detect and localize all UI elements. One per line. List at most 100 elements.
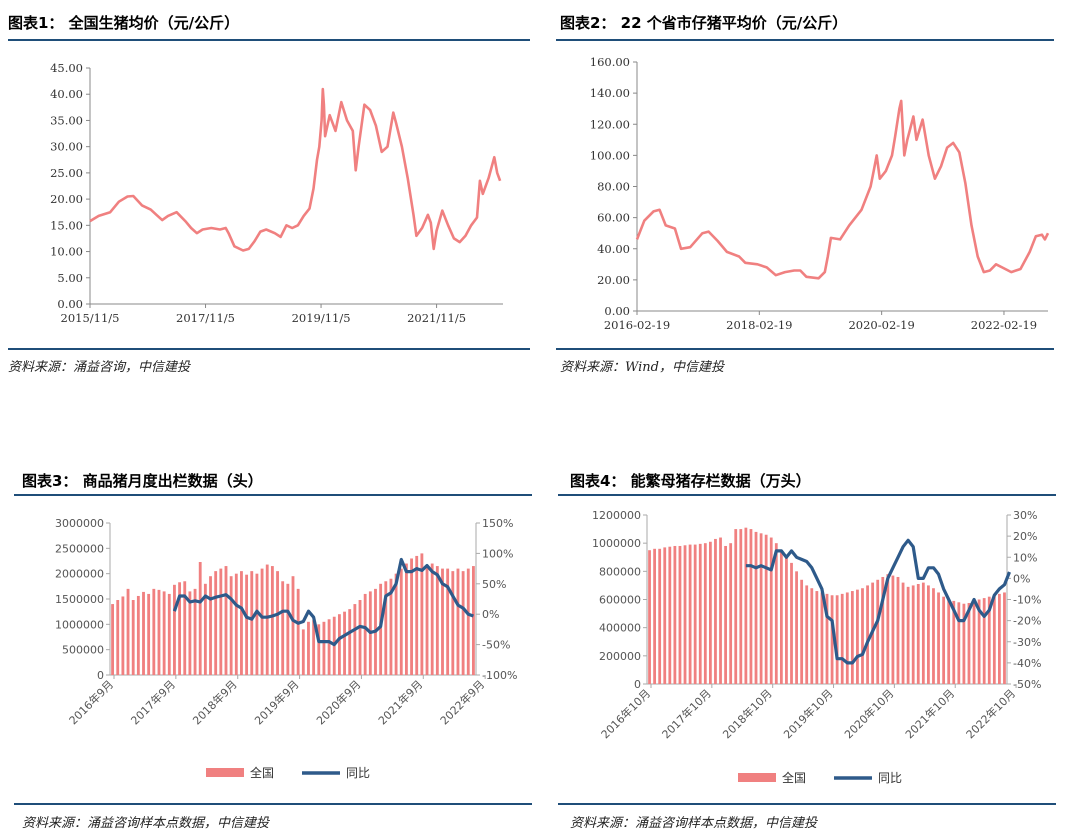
y-right-tick-label: 20% — [1013, 530, 1037, 543]
bar — [952, 600, 956, 684]
y-right-tick-label: -10% — [1013, 594, 1041, 607]
bar — [173, 584, 176, 675]
bar — [937, 592, 940, 684]
bar — [353, 604, 357, 675]
bar — [147, 593, 151, 675]
chart2-svg: 160.00 140.00 120.00 100.00 80.00 60.00 40.00 2… — [590, 55, 1050, 332]
bar — [198, 562, 202, 675]
y-right-tick-label: 100% — [482, 547, 513, 560]
bar — [193, 588, 197, 675]
bar — [472, 566, 475, 675]
y-tick-label: 20.00 — [50, 192, 83, 206]
bar — [916, 584, 920, 684]
bar — [121, 596, 125, 675]
bar — [764, 534, 768, 684]
bar — [265, 564, 269, 675]
bar — [724, 545, 727, 684]
x-tick-label: 2016年9月 — [66, 677, 116, 727]
legend-line-label: 同比 — [346, 766, 370, 780]
x-tick-label: 2019年9月 — [251, 677, 301, 727]
bar — [425, 566, 429, 675]
bar — [668, 546, 672, 684]
chart3-source-rule — [14, 803, 532, 805]
y-right-tick-label: -100% — [482, 669, 517, 682]
bar — [379, 583, 383, 675]
y-right-tick-label: -40% — [1013, 657, 1041, 670]
bar — [317, 624, 321, 675]
bar — [861, 588, 864, 684]
bar — [972, 600, 976, 684]
y-left-tick-label: 3000000 — [55, 517, 104, 530]
chart2-source-rule — [556, 348, 1054, 350]
bar — [167, 593, 171, 675]
legend-bar-label: 全国 — [782, 770, 806, 785]
bar — [779, 550, 783, 684]
bar — [270, 566, 274, 675]
y-tick-label: 0.00 — [604, 304, 630, 318]
y-tick-label: 0.00 — [57, 297, 83, 311]
bar — [901, 582, 905, 684]
x-tick-label: 2018-02-19 — [726, 318, 792, 332]
y-left-tick-label: 0 — [97, 669, 104, 682]
bar — [911, 585, 915, 684]
bar — [389, 578, 393, 675]
bar — [840, 593, 844, 684]
legend-bar-swatch — [738, 773, 776, 782]
bar — [322, 621, 326, 675]
bar — [866, 585, 869, 684]
bar — [224, 566, 228, 675]
bar — [219, 568, 223, 675]
x-tick-label: 2022-02-19 — [971, 318, 1037, 332]
x-tick-label: 2021年10月 — [902, 686, 957, 741]
x-tick-label: 2017年9月 — [128, 677, 178, 727]
bar — [719, 537, 722, 684]
y-left-tick-label: 2000000 — [55, 568, 104, 581]
bar — [967, 603, 971, 684]
x-tick-label: 2018年10月 — [720, 686, 775, 741]
bar — [384, 581, 388, 675]
bar — [394, 573, 398, 675]
bar — [415, 555, 419, 675]
bar — [301, 629, 305, 675]
bar — [998, 593, 1001, 684]
x-tick-label: 2020-02-19 — [848, 318, 914, 332]
bar — [896, 576, 900, 684]
chart4-svg: 1200000 1000000 800000 600000 400000 200000 0 3… — [592, 509, 1041, 785]
bar — [774, 543, 778, 684]
chart1-title-rule — [8, 39, 530, 41]
y-tick-label: 100.00 — [590, 148, 630, 162]
x-tick-label: 2020年10月 — [841, 686, 896, 741]
y-left-tick-label: 1200000 — [592, 509, 641, 522]
bar — [830, 595, 834, 684]
bar — [456, 568, 460, 675]
y-left-tick-label: 400000 — [599, 622, 641, 635]
y-tick-label: 30.00 — [50, 140, 83, 154]
bar — [451, 571, 455, 675]
x-tick-label: 2018年9月 — [190, 677, 240, 727]
bar — [708, 541, 712, 684]
bar — [678, 545, 682, 684]
x-tick-label: 2015/11/5 — [61, 311, 120, 325]
bar — [703, 543, 707, 684]
bar — [693, 544, 697, 684]
bar — [296, 588, 300, 675]
y-right-tick-label: -20% — [1013, 615, 1041, 628]
bar — [987, 596, 991, 684]
bar — [795, 571, 798, 684]
bar — [327, 619, 331, 675]
y-tick-label: 15.00 — [50, 218, 83, 232]
bar — [410, 558, 413, 675]
bar — [430, 563, 434, 675]
y-left-tick-label: 1000000 — [592, 537, 641, 550]
bar — [653, 548, 656, 684]
chart2-title-rule — [556, 39, 1054, 41]
y-tick-label: 5.00 — [57, 271, 83, 285]
bar — [744, 527, 748, 684]
bar — [126, 588, 130, 675]
y-tick-label: 80.00 — [597, 180, 630, 194]
y-right-tick-label: 0% — [482, 608, 499, 621]
bar — [977, 599, 981, 684]
y-left-tick-label: 800000 — [599, 565, 641, 578]
y-left-tick-label: 1000000 — [55, 618, 104, 631]
bar — [759, 533, 763, 684]
